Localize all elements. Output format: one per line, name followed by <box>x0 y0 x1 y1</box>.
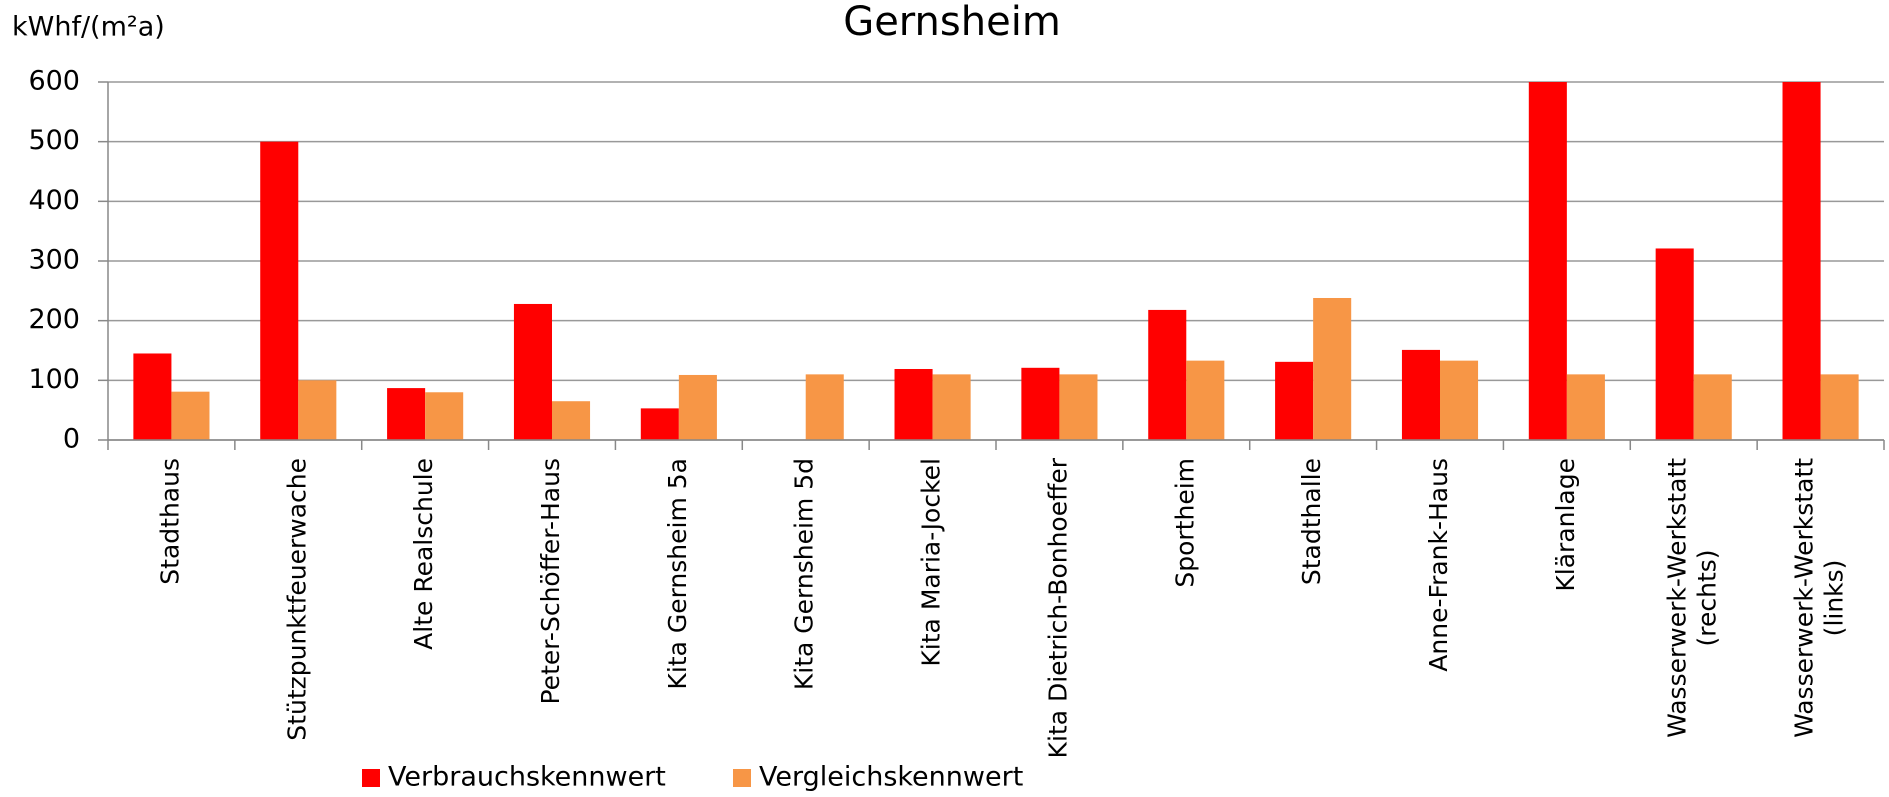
bar <box>1186 360 1225 440</box>
bar <box>1275 361 1314 440</box>
legend-swatch <box>362 769 380 787</box>
x-tick-label: Stadthalle <box>1297 458 1326 585</box>
x-tick-label: Anne-Frank-Haus <box>1424 458 1453 672</box>
bar <box>678 374 717 440</box>
y-tick-label: 100 <box>28 364 80 395</box>
legend-label: Vergleichskennwert <box>759 762 1023 793</box>
chart-title: Gernsheim <box>843 0 1061 45</box>
y-tick-label: 0 <box>63 424 80 455</box>
x-tick-label: Wasserwerk-Werkstatt(rechts) <box>1663 458 1722 738</box>
y-tick-label: 400 <box>28 185 80 216</box>
bar <box>1313 297 1352 440</box>
bar <box>1782 82 1821 440</box>
bar <box>260 141 299 440</box>
x-tick-label: Kita Gernsheim 5d <box>790 458 819 690</box>
x-tick-label: Kläranlage <box>1551 458 1580 592</box>
bar <box>1566 374 1605 440</box>
y-tick-label: 300 <box>28 245 80 276</box>
bar <box>171 391 210 440</box>
bar <box>805 374 844 440</box>
legend-label: Verbrauchskennwert <box>388 762 666 793</box>
bar <box>552 401 591 440</box>
bar <box>1655 248 1694 440</box>
x-tick-label: Kita Dietrich-Bonhoeffer <box>1043 457 1072 758</box>
legend-swatch <box>733 769 751 787</box>
x-tick-label: Stützpunktfeuerwache <box>282 458 311 741</box>
bar <box>1820 374 1859 440</box>
bar <box>894 368 933 440</box>
bar <box>1059 374 1098 440</box>
bar <box>513 303 552 440</box>
y-axis-label: kWhf/(m²a) <box>12 12 165 43</box>
bar <box>1528 82 1567 440</box>
bar <box>1148 309 1187 440</box>
bar <box>387 388 426 440</box>
bar <box>1021 367 1060 440</box>
y-tick-label: 200 <box>28 304 80 335</box>
bar <box>640 408 679 440</box>
bar <box>298 380 337 440</box>
y-tick-label: 500 <box>28 125 80 156</box>
bar <box>425 392 464 440</box>
x-tick-label: Sportheim <box>1170 458 1199 588</box>
bar <box>1440 360 1479 440</box>
bar <box>1401 349 1440 440</box>
x-tick-label: Kita Gernsheim 5a <box>663 458 692 690</box>
x-tick-label: Stadthaus <box>155 458 184 585</box>
y-tick-label: 600 <box>28 66 80 97</box>
x-tick-label: Kita Maria-Jockel <box>917 458 946 667</box>
bar <box>1693 374 1732 440</box>
bar <box>932 374 971 440</box>
x-tick-label: Alte Realschule <box>409 458 438 650</box>
bar <box>133 353 172 440</box>
x-tick-label: Wasserwerk-Werkstatt(links) <box>1790 458 1849 738</box>
x-tick-label: Peter-Schöffer-Haus <box>536 458 565 705</box>
